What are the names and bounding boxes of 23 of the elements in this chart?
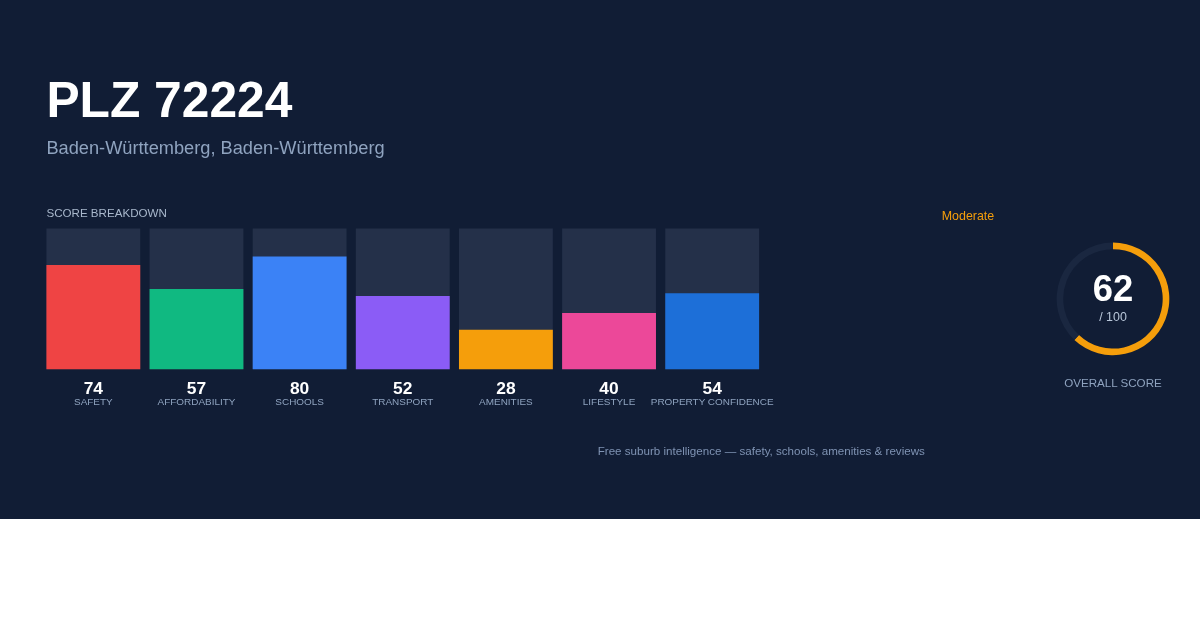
text: SCORE BREAKDOWN (46, 205, 167, 219)
donut-slice (1074, 242, 1170, 356)
x-tick-label: SCHOOLS (275, 396, 325, 408)
data-label: 28 (496, 378, 516, 399)
text: / 100 (1099, 310, 1127, 325)
chart-subtitle: Baden-Württemberg, Baden-Württemberg (46, 136, 385, 158)
data-label: 54 (702, 378, 723, 399)
text: 62 (1092, 268, 1134, 310)
text: OVERALL SCORE (1064, 375, 1162, 389)
x-tick-label: AFFORDABILITY (157, 396, 236, 408)
x-tick-label: LIFESTYLE (582, 396, 636, 408)
x-tick-label: PROPERTY CONFIDENCE (650, 396, 774, 408)
chart-title: PLZ 72224 (46, 72, 293, 129)
x-tick-label: SAFETY (74, 396, 114, 408)
data-label: 80 (289, 378, 310, 399)
data-label: 74 (83, 378, 104, 399)
text: Free suburb intelligence — safety, schools, amenities & reviews (597, 444, 926, 458)
text: Moderate (941, 209, 995, 224)
data-label: 40 (599, 378, 619, 399)
data-label: 52 (393, 378, 413, 399)
data-label: 57 (186, 378, 207, 399)
x-tick-label: TRANSPORT (372, 396, 434, 408)
x-tick-label: AMENITIES (479, 396, 534, 408)
